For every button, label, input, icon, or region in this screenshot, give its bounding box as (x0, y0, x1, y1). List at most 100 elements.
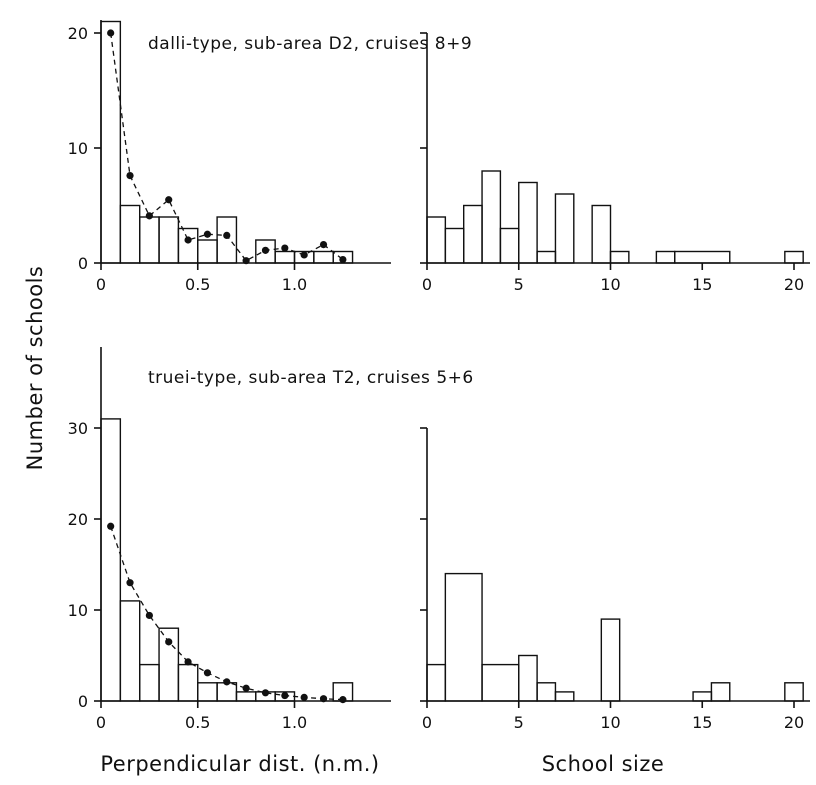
truei-dist-panel: 0 0.5 1.0 0 10 20 30 truei-type, sub-area T2, c… (68, 347, 474, 732)
dalli-dist-fit-point (126, 172, 134, 180)
dalli-dist-bar (138, 216, 160, 264)
dalli-dist-fit-point (281, 244, 289, 252)
dalli-dist-x-tick-label: 1.0 (282, 275, 307, 294)
dalli-size-bar (674, 250, 731, 264)
truei-dist-bar (138, 663, 160, 702)
truei-size-bar (426, 663, 447, 702)
truei-dist-bar (216, 682, 238, 702)
truei-size-x-tick-label: 5 (514, 713, 524, 732)
truei-dist-y-tick-label: 10 (68, 601, 88, 620)
dalli-size-x-tick-label: 20 (784, 275, 804, 294)
dalli-dist-fit-line (110, 32, 344, 262)
dalli-size-bar (426, 216, 447, 264)
dalli-dist-fit-point (242, 257, 250, 265)
dalli-dist-x-tick-label: 0 (96, 275, 106, 294)
truei-size-bar (710, 682, 731, 702)
truei-size-bar (692, 691, 713, 702)
truei-dist-fit-point (145, 611, 153, 620)
dalli-dist-bar (158, 216, 180, 264)
dalli-size-bar (591, 204, 612, 264)
truei-dist-fit-point (165, 638, 173, 646)
truei-size-x-tick-label: 20 (784, 713, 804, 732)
truei-dist-bar (197, 682, 218, 702)
truei-size-panel: 0 5 10 15 20 (420, 427, 810, 732)
truei-dist-fit-point (319, 695, 328, 703)
truei-size-bar (444, 572, 483, 702)
truei-dist-x-tick-label: 1.0 (282, 713, 307, 732)
truei-size-x-tick-label: 10 (600, 713, 620, 732)
dalli-dist-title: dalli-type, sub-area D2, cruises 8+9 (148, 34, 472, 54)
dalli-size-bar (536, 250, 557, 264)
dalli-dist-bar (100, 20, 122, 264)
truei-size-bar (600, 618, 621, 702)
dalli-dist-fit-point (107, 29, 115, 37)
dalli-size-x-tick-label: 15 (692, 275, 712, 294)
dalli-size-bar (609, 250, 630, 264)
dalli-dist-y-tick-label: 20 (68, 24, 88, 43)
truei-dist-fit-point (339, 696, 347, 704)
dalli-size-bar (444, 227, 465, 264)
truei-dist-fit-point (281, 691, 289, 700)
truei-dist-bar (235, 691, 257, 702)
dalli-size-bar (655, 250, 676, 264)
truei-size-bar (481, 663, 520, 702)
dalli-dist-y-tick-label: 10 (68, 139, 88, 158)
dalli-dist-panel: 0 0.5 1.0 0 10 20 dalli-type, sub-area D2, cru… (68, 20, 472, 294)
dalli-dist-fit-point (184, 236, 192, 244)
truei-dist-fit-line (110, 526, 343, 701)
dalli-size-bar (518, 181, 538, 264)
dalli-dist-fit-point (319, 241, 328, 249)
dalli-size-panel: 0 5 10 15 20 (420, 32, 810, 294)
truei-dist-fit-point (242, 684, 250, 692)
truei-dist-fit-point (184, 658, 192, 666)
truei-dist-fit-point (300, 693, 308, 701)
truei-dist-x-tick-label: 0.5 (185, 713, 210, 732)
x-axis-label-left: Perpendicular dist. (n.m.) (100, 752, 379, 776)
dalli-dist-bar (216, 216, 238, 264)
truei-dist-title: truei-type, sub-area T2, cruises 5+6 (148, 368, 474, 388)
dalli-dist-x-tick-label: 0.5 (185, 275, 210, 294)
dalli-size-bar (499, 227, 520, 264)
truei-size-bar (554, 691, 575, 702)
dalli-size-bar (463, 204, 483, 264)
x-axis-label-right: School size (542, 752, 665, 776)
truei-dist-y-tick-label: 0 (78, 692, 88, 711)
dalli-dist-y-tick-label: 0 (78, 254, 88, 273)
dalli-dist-bar (274, 250, 296, 264)
truei-dist-bar (119, 600, 141, 702)
truei-size-x-tick-label: 0 (422, 713, 432, 732)
truei-dist-fit-point (107, 522, 115, 530)
truei-size-bar (784, 682, 804, 702)
truei-dist-fit-point (126, 579, 134, 587)
dalli-dist-fit-point (145, 212, 153, 220)
dalli-size-x-tick-label: 5 (514, 275, 524, 294)
truei-dist-fit-point (223, 678, 231, 686)
dalli-size-bar (554, 193, 575, 264)
truei-dist-y-tick-label: 20 (68, 510, 88, 529)
dalli-dist-bar (119, 204, 141, 264)
y-axis-label: Number of schools (23, 266, 47, 471)
truei-size-x-tick-label: 15 (692, 713, 712, 732)
truei-dist-x-tick-label: 0 (96, 713, 106, 732)
dalli-size-bar (481, 170, 502, 264)
truei-dist-bar (100, 418, 122, 702)
dalli-dist-fit-point (261, 246, 270, 254)
dalli-dist-fit-point (223, 231, 231, 239)
dalli-size-bar (784, 250, 804, 264)
dalli-size-x-tick-label: 0 (422, 275, 432, 294)
dalli-dist-fit-point (339, 255, 347, 264)
truei-dist-bar (177, 663, 199, 702)
dalli-dist-fit-point (203, 230, 212, 238)
dalli-dist-fit-point (300, 251, 308, 259)
truei-size-bar (518, 654, 538, 702)
truei-dist-fit-point (203, 669, 212, 677)
truei-dist-y-tick-label: 30 (68, 419, 88, 438)
dalli-dist-bar (197, 239, 218, 264)
truei-dist-fit-point (261, 689, 270, 697)
dalli-dist-bar (313, 250, 334, 264)
dalli-dist-fit-point (165, 196, 173, 204)
truei-size-bar (536, 682, 557, 702)
dalli-size-x-tick-label: 10 (600, 275, 620, 294)
